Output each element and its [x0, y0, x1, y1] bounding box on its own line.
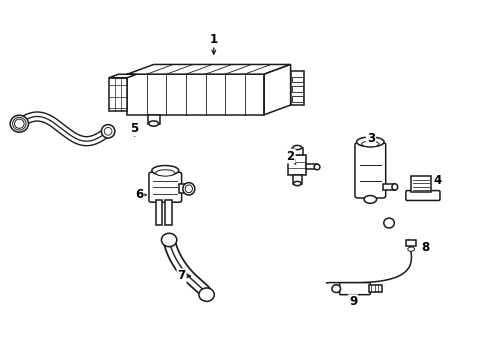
Ellipse shape — [364, 195, 377, 203]
Text: 2: 2 — [287, 149, 294, 162]
Bar — [148, 115, 160, 123]
Ellipse shape — [384, 218, 394, 228]
Ellipse shape — [293, 145, 302, 150]
FancyBboxPatch shape — [355, 143, 386, 198]
Text: 8: 8 — [421, 240, 429, 253]
Polygon shape — [109, 74, 137, 78]
Bar — [411, 176, 431, 192]
Text: 5: 5 — [130, 122, 139, 135]
Polygon shape — [127, 74, 264, 115]
Ellipse shape — [15, 119, 24, 128]
Ellipse shape — [101, 125, 115, 138]
FancyBboxPatch shape — [406, 190, 440, 201]
Ellipse shape — [185, 185, 193, 193]
Ellipse shape — [199, 288, 214, 301]
Bar — [179, 184, 189, 193]
Text: 1: 1 — [210, 33, 218, 46]
Ellipse shape — [161, 233, 177, 247]
FancyBboxPatch shape — [340, 283, 370, 294]
Text: 3: 3 — [367, 132, 375, 145]
Bar — [291, 71, 304, 105]
Bar — [292, 148, 303, 155]
Ellipse shape — [149, 121, 158, 126]
Ellipse shape — [332, 285, 341, 293]
Ellipse shape — [13, 117, 26, 130]
Bar — [406, 240, 416, 246]
Bar — [383, 184, 395, 190]
Text: 6: 6 — [135, 188, 144, 201]
Bar — [306, 165, 317, 170]
Bar — [292, 77, 303, 82]
Bar — [292, 96, 303, 102]
Text: 7: 7 — [177, 270, 186, 283]
Ellipse shape — [362, 141, 379, 147]
Ellipse shape — [156, 170, 175, 176]
Ellipse shape — [314, 164, 320, 170]
Text: 9: 9 — [349, 295, 357, 308]
Bar — [369, 285, 382, 292]
Bar — [165, 201, 172, 225]
Polygon shape — [264, 64, 291, 115]
Ellipse shape — [152, 166, 179, 175]
FancyBboxPatch shape — [149, 172, 182, 202]
Bar — [292, 86, 303, 92]
Ellipse shape — [392, 184, 398, 190]
Bar — [156, 201, 162, 225]
Ellipse shape — [357, 137, 384, 147]
Ellipse shape — [408, 247, 415, 251]
Polygon shape — [127, 64, 291, 74]
Polygon shape — [109, 78, 127, 111]
Text: 4: 4 — [433, 174, 441, 187]
Ellipse shape — [10, 115, 28, 132]
Bar — [293, 175, 302, 184]
Ellipse shape — [183, 183, 195, 195]
Bar — [288, 155, 306, 175]
Ellipse shape — [294, 181, 301, 186]
Ellipse shape — [104, 127, 112, 135]
